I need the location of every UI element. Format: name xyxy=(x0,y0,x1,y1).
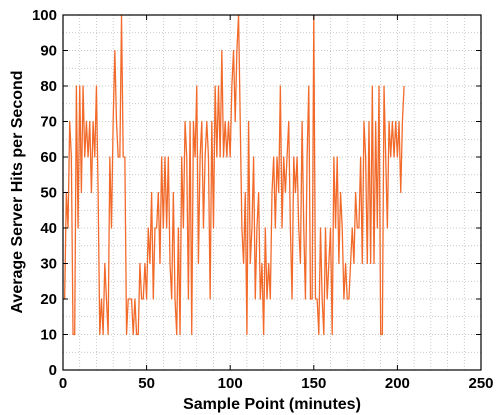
x-tick-label: 200 xyxy=(385,375,410,392)
y-tick-label: 20 xyxy=(40,291,57,308)
axis-ticks: 0 50 100 150 200 250 0 10 20 30 40 50 60 70 80 90 100 xyxy=(32,7,494,392)
y-tick-label: 50 xyxy=(40,185,57,202)
x-axis-title: Sample Point (minutes) xyxy=(183,396,361,413)
y-tick-label: 70 xyxy=(40,114,57,131)
y-tick-label: 40 xyxy=(40,220,57,237)
y-tick-label: 90 xyxy=(40,43,57,60)
y-axis-title: Average Server Hits per Second xyxy=(9,70,26,313)
x-tick-label: 0 xyxy=(59,375,67,392)
x-tick-label: 150 xyxy=(301,375,326,392)
y-tick-label: 0 xyxy=(49,362,57,379)
x-tick-label: 100 xyxy=(218,375,243,392)
y-tick-label: 100 xyxy=(32,7,57,24)
y-tick-label: 30 xyxy=(40,256,57,273)
y-tick-label: 80 xyxy=(40,78,57,95)
x-tick-label: 50 xyxy=(138,375,155,392)
series-line xyxy=(63,14,405,336)
y-tick-label: 60 xyxy=(40,149,57,166)
x-tick-label: 250 xyxy=(468,375,493,392)
y-tick-label: 10 xyxy=(40,327,57,344)
data-series xyxy=(63,14,405,336)
